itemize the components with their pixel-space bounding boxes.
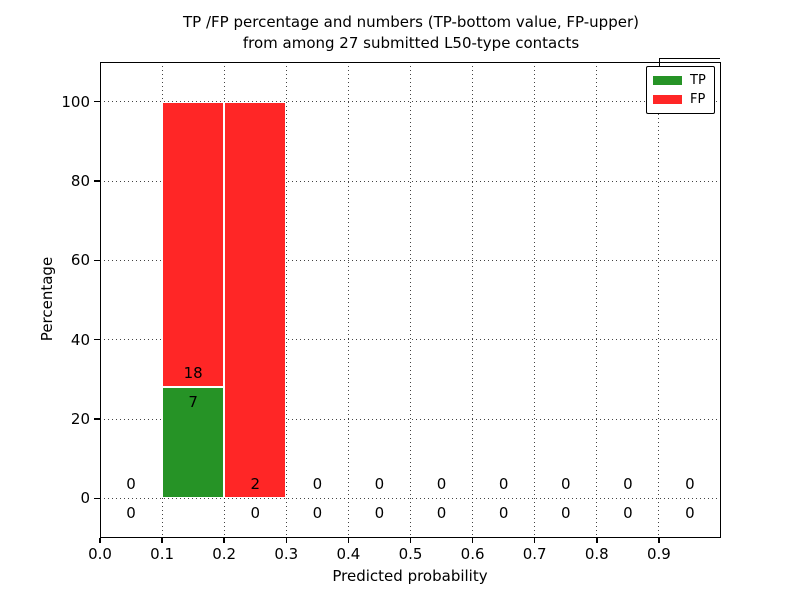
tp-count-label: 0 [685,504,695,523]
y-axis-label: Percentage [38,256,56,342]
x-tick-label: 0.9 [646,545,671,563]
tp-count-label: 7 [188,393,198,412]
x-tick-mark [409,538,412,543]
y-tick-label: 0 [80,489,90,508]
x-gridline [658,62,660,538]
y-tick-label: 60 [70,251,90,270]
y-tick-label: 20 [70,410,90,428]
x-gridline [285,62,287,538]
tp-count-label: 0 [623,504,633,523]
fp-count-label: 0 [498,475,509,494]
x-tick-mark [471,538,474,543]
x-tick-label: 0.1 [150,545,175,563]
bar-fp [224,101,287,499]
y-tick-mark [94,259,100,262]
legend-label: FP [690,91,706,107]
legend-entry-fp: FP [653,91,708,107]
y-tick-mark [94,180,100,182]
x-gridline [347,62,349,538]
x-axis-label: Predicted probability [332,567,488,585]
fp-count-label: 0 [126,475,136,494]
fp-count-label: 0 [436,475,447,494]
x-gridline [410,62,411,538]
y-tick-mark [94,100,100,103]
fp-color-swatch-icon [653,95,682,104]
x-tick-mark [223,538,225,543]
x-tick-mark [596,538,598,543]
x-tick-label: 0.4 [336,545,361,563]
tp-count-label: 0 [126,504,136,523]
chart-title-line2: from among 27 submitted L50-type contact… [242,34,580,52]
x-tick-mark [347,538,350,543]
fp-count-label: 18 [183,364,203,383]
y-tick-mark [94,338,100,341]
x-tick-label: 0.3 [274,545,299,563]
x-tick-label: 0.0 [88,545,112,563]
x-tick-mark [285,538,288,543]
x-tick-mark [161,538,163,543]
y-tick-mark [94,418,100,420]
tp-count-label: 0 [374,504,385,523]
y-tick-label: 40 [70,330,90,349]
x-tick-mark [658,538,660,543]
x-tick-label: 0.2 [212,545,237,563]
tp-count-label: 0 [436,504,447,523]
tp-count-label: 0 [250,504,261,523]
fp-count-label: 0 [685,475,695,494]
x-tick-label: 0.5 [398,545,423,563]
tp-count-label: 0 [498,504,509,523]
legend-entry-tp: TP [653,72,708,88]
x-tick-mark [533,538,536,543]
x-tick-label: 0.8 [584,545,609,563]
tp-count-label: 0 [560,504,571,523]
bar-tp [162,387,225,499]
tp-count-label: 0 [312,504,323,523]
tp-color-swatch-icon [653,76,682,85]
x-gridline [472,62,474,538]
fp-count-label: 0 [374,475,385,494]
x-gridline [596,62,598,538]
x-tick-mark [99,538,101,543]
chart-title-line1: TP /FP percentage and numbers (TP-bottom… [183,13,639,31]
bar-fp [162,101,225,388]
y-tick-label: 80 [70,172,90,190]
y-tick-mark [94,497,100,500]
y-tick-label: 100 [61,92,90,111]
plot-area: TP FP 0 20 40 60 80 100 0.0 0.1 0.2 0.3 0.4 0.5 0.6 0.… [61,58,721,563]
x-gridline [534,62,536,538]
legend-frame-artifact [659,58,720,68]
x-tick-label: 0.6 [460,545,485,563]
legend: TP FP [646,66,715,114]
fp-count-label: 0 [623,475,633,494]
x-tick-label: 0.7 [522,545,547,563]
fp-count-label: 0 [312,475,323,494]
fp-count-label: 2 [250,475,261,494]
legend-label: TP [690,72,706,88]
fp-count-label: 0 [560,475,571,494]
